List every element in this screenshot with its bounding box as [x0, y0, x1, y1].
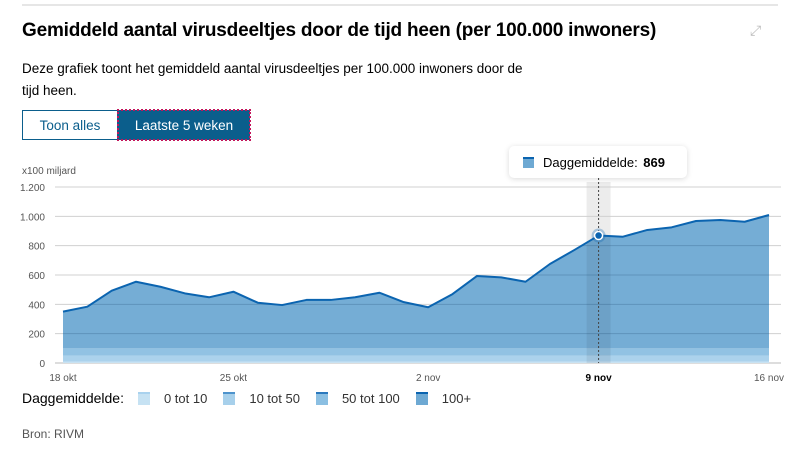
legend-item: 10 tot 50	[223, 391, 300, 406]
y-tick-label: 1.200	[20, 183, 45, 194]
top-divider	[22, 4, 778, 6]
chart-description: Deze grafiek toont het gemiddeld aantal …	[22, 61, 523, 98]
y-tick-label: 1.000	[20, 212, 45, 223]
band-2	[63, 348, 769, 356]
x-tick-label: 2 nov	[416, 373, 440, 384]
expand-icon[interactable]: ⤢	[750, 22, 762, 38]
legend-label: 100+	[441, 390, 472, 406]
data-line	[62, 214, 770, 313]
y-tick-label: 400	[28, 300, 45, 311]
band-0	[63, 361, 769, 363]
legend-item: 100+	[415, 390, 472, 406]
highlight-point	[593, 230, 604, 241]
legend-label: 50 tot 100	[341, 390, 400, 406]
x-tick-label: 25 okt	[220, 373, 247, 384]
x-tick-label: 18 okt	[49, 373, 76, 384]
y-tick-label: 800	[28, 242, 45, 253]
x-tick-label: 9 nov	[586, 373, 613, 384]
legend-swatch	[223, 391, 236, 405]
legend-swatch	[415, 391, 428, 405]
source-note: Bron: RIVM	[22, 427, 85, 441]
legend-title: Daggemiddelde:	[22, 390, 124, 406]
y-tick-label: 200	[28, 330, 45, 341]
legend-label: 10 tot 50	[249, 390, 300, 406]
band-1	[63, 355, 769, 362]
legend: Daggemiddelde: 0 tot 10 10 tot 50 50 tot…	[22, 390, 487, 406]
tooltip-swatch	[523, 156, 534, 168]
tooltip-value: 869	[643, 154, 665, 170]
chart-tooltip: Daggemiddelde: 869	[509, 146, 687, 178]
y-tick-label: 600	[28, 271, 45, 282]
legend-label: 0 tot 10	[163, 390, 208, 406]
page-title: Gemiddeld aantal virusdeeltjes door de t…	[22, 20, 657, 41]
y-tick-label: 0	[39, 359, 45, 370]
tooltip-label: Daggemiddelde:	[543, 154, 638, 170]
band-3	[63, 215, 769, 349]
y-axis-unit-label: x100 miljard	[22, 166, 76, 177]
legend-swatch	[315, 391, 328, 405]
x-tick-label: 16 nov	[754, 373, 784, 384]
legend-swatch	[137, 391, 150, 405]
legend-item: 0 tot 10	[137, 390, 208, 406]
last-5-weeks-button[interactable]: Laatste 5 weken	[117, 109, 251, 141]
legend-item: 50 tot 100	[315, 390, 400, 406]
show-all-button[interactable]: Toon alles	[22, 110, 118, 140]
range-toggle: Toon alles Laatste 5 weken	[22, 109, 251, 141]
